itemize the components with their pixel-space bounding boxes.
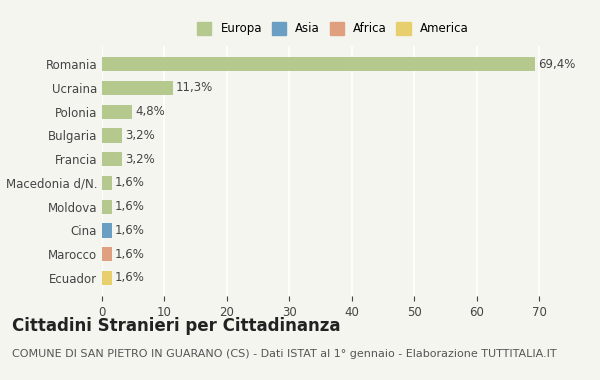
Bar xyxy=(102,200,112,214)
Bar xyxy=(102,176,112,190)
Bar xyxy=(102,81,173,95)
Bar xyxy=(102,271,112,285)
Text: 11,3%: 11,3% xyxy=(176,81,213,94)
Bar xyxy=(102,247,112,261)
Text: 3,2%: 3,2% xyxy=(125,129,155,142)
Text: 3,2%: 3,2% xyxy=(125,153,155,166)
Bar xyxy=(102,128,122,142)
Bar xyxy=(102,57,535,71)
Text: 1,6%: 1,6% xyxy=(115,176,145,189)
Text: 1,6%: 1,6% xyxy=(115,224,145,237)
Text: Cittadini Stranieri per Cittadinanza: Cittadini Stranieri per Cittadinanza xyxy=(12,317,341,335)
Text: 1,6%: 1,6% xyxy=(115,200,145,213)
Text: 4,8%: 4,8% xyxy=(135,105,165,118)
Text: 69,4%: 69,4% xyxy=(538,58,576,71)
Bar xyxy=(102,105,132,119)
Legend: Europa, Asia, Africa, America: Europa, Asia, Africa, America xyxy=(194,19,472,39)
Bar xyxy=(102,152,122,166)
Bar xyxy=(102,223,112,238)
Text: COMUNE DI SAN PIETRO IN GUARANO (CS) - Dati ISTAT al 1° gennaio - Elaborazione T: COMUNE DI SAN PIETRO IN GUARANO (CS) - D… xyxy=(12,349,557,359)
Text: 1,6%: 1,6% xyxy=(115,248,145,261)
Text: 1,6%: 1,6% xyxy=(115,271,145,284)
